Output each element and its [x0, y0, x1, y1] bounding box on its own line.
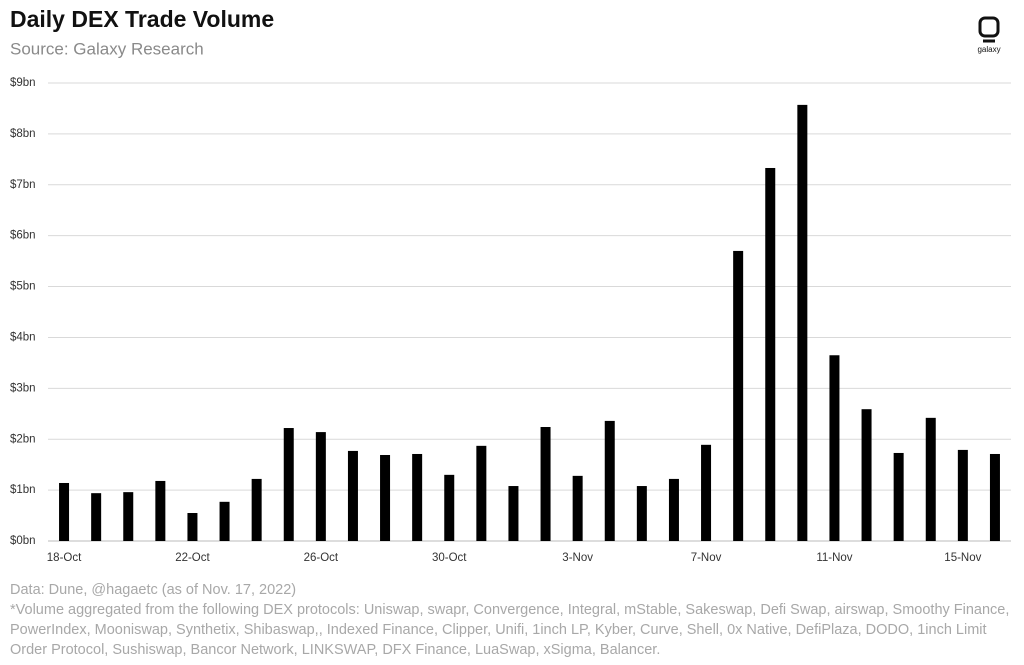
bar — [701, 444, 712, 541]
bar — [668, 478, 679, 541]
bar — [604, 420, 615, 541]
y-tick-label: $1bn — [10, 484, 36, 496]
x-tick-label: 18-Oct — [47, 552, 82, 564]
bar — [893, 452, 904, 541]
bar — [508, 486, 519, 541]
bar — [155, 480, 166, 541]
chart-subtitle: Source: Galaxy Research — [10, 39, 204, 58]
chart: Daily DEX Trade Volume Source: Galaxy Re… — [10, 6, 1011, 564]
bar — [412, 453, 423, 541]
bar — [187, 513, 198, 541]
x-tick-label: 7-Nov — [691, 552, 722, 564]
bar — [283, 428, 294, 541]
x-tick-label: 30-Oct — [432, 552, 467, 564]
x-tick-label: 15-Nov — [944, 552, 981, 564]
bar — [765, 167, 776, 542]
protocols-note: *Volume aggregated from the following DE… — [10, 602, 1010, 658]
x-tick-label: 26-Oct — [304, 552, 339, 564]
bar — [347, 450, 358, 541]
y-tick-label: $7bn — [10, 179, 36, 191]
y-tick-label: $8bn — [10, 128, 36, 140]
y-tick-label: $5bn — [10, 281, 36, 293]
logo-text: galaxy — [977, 45, 1000, 54]
chart-title: Daily DEX Trade Volume — [10, 6, 274, 32]
y-tick-label: $0bn — [10, 535, 36, 547]
bar — [59, 482, 70, 541]
bar — [989, 453, 1000, 541]
bar — [123, 492, 134, 541]
bar — [957, 449, 968, 541]
x-tick-label: 11-Nov — [816, 552, 852, 564]
x-tick-label: 22-Oct — [175, 552, 210, 564]
bar — [540, 427, 551, 541]
bar — [572, 475, 583, 541]
y-tick-label: $9bn — [10, 77, 36, 89]
bar — [380, 454, 391, 541]
bar — [797, 104, 808, 541]
x-tick-label: 3-Nov — [562, 552, 593, 564]
bar — [829, 355, 840, 541]
data-note: Data: Dune, @hagaetc (as of Nov. 17, 202… — [10, 582, 297, 598]
bar — [733, 250, 744, 541]
bar — [219, 501, 230, 541]
footnotes: Data: Dune, @hagaetc (as of Nov. 17, 202… — [10, 580, 1015, 660]
logo-icon — [978, 16, 1000, 38]
bar — [315, 432, 326, 541]
bar — [925, 417, 936, 541]
y-tick-label: $2bn — [10, 433, 36, 445]
bar — [251, 478, 262, 541]
bar — [636, 486, 647, 541]
bar — [91, 493, 102, 541]
bar — [476, 445, 487, 541]
bar — [861, 409, 872, 541]
y-tick-label: $4bn — [10, 331, 36, 343]
bar — [444, 474, 455, 541]
y-tick-label: $3bn — [10, 382, 36, 394]
y-tick-label: $6bn — [10, 230, 36, 242]
